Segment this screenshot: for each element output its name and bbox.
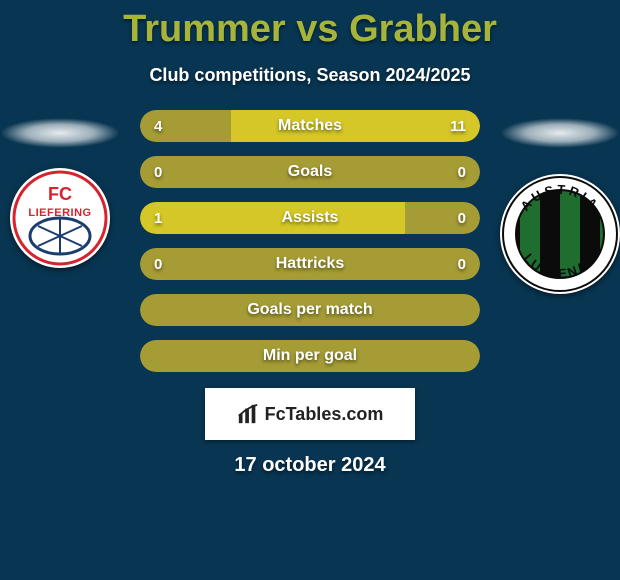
date-text: 17 october 2024 [0,454,620,477]
stat-row: 411Matches [140,110,480,142]
stat-row: 00Hattricks [140,248,480,280]
chart-icon [237,403,259,425]
stat-label: Goals per match [140,301,480,319]
watermark-text: FcTables.com [265,404,384,425]
page-title: Trummer vs Grabher [0,0,620,51]
stat-row: Goals per match [140,294,480,326]
stat-row: 00Goals [140,156,480,188]
stat-label: Assists [140,209,480,227]
stat-label: Matches [140,117,480,135]
stat-label: Min per goal [140,347,480,365]
stat-label: Goals [140,163,480,181]
watermark[interactable]: FcTables.com [205,388,415,440]
stats-area: 411Matches 00Goals 10Assists 00Hattricks Goa… [0,110,620,372]
stat-row: 10Assists [140,202,480,234]
stat-row: Min per goal [140,340,480,372]
stat-bars: 411Matches 00Goals 10Assists 00Hattricks Goa… [140,110,480,372]
subtitle: Club competitions, Season 2024/2025 [0,65,620,86]
stat-label: Hattricks [140,255,480,273]
